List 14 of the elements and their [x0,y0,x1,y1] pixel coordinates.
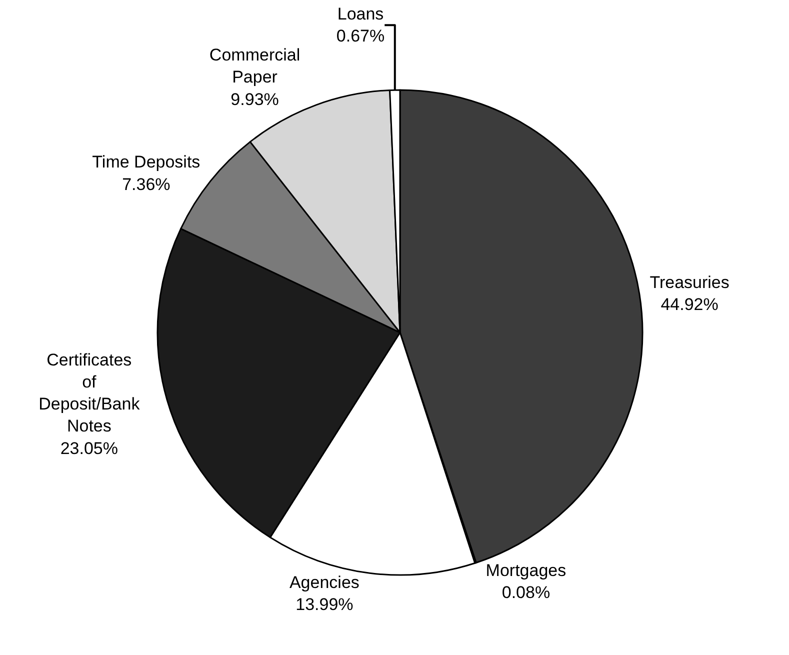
data-label: 44.92% [660,294,718,314]
slice-label: Agencies [289,572,360,592]
slice-label: Mortgages [486,560,566,580]
data-label: 9.93% [230,90,279,109]
data-label: 13.99% [296,594,354,614]
slice-label: Treasuries [650,272,730,292]
slice-label: Time Deposits [92,152,200,172]
slice-label: Loans [337,4,384,24]
slice-label: Commercial Paper [209,46,300,87]
data-label: 23.05% [60,438,118,458]
data-label: 7.36% [122,174,170,194]
data-label: 0.67% [336,26,385,46]
data-label: 0.08% [502,583,550,602]
slice-label: Certificates of Deposit/Bank Notes [38,350,140,436]
